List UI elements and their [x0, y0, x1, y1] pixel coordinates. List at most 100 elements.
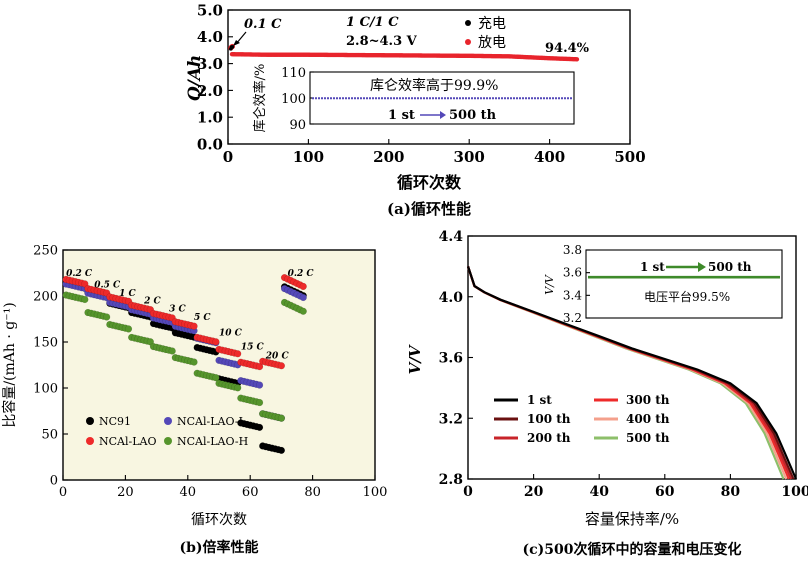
chart-b-point [299, 282, 307, 291]
chart-b-plot-area [63, 250, 375, 480]
chart-b-rate-label: 20 C [265, 352, 290, 362]
chart-a-series [228, 43, 580, 62]
chart-c-xtick-label: 40 [589, 484, 609, 500]
chart-c-legend: 1 st 300 th 100 th 400 th 200 th 500 th [494, 393, 670, 445]
chart-b-xtick-label: 80 [304, 485, 321, 500]
chart-b-rate-label: 0.5 C [94, 281, 121, 291]
chart-b-caption: (b)倍率性能 [179, 539, 258, 556]
chart-a-xtick-label: 0 [223, 148, 233, 166]
legend-ncal-lao-label: NCAl-LAO [99, 435, 157, 448]
legend-ncal-lao-marker [86, 437, 94, 445]
chart-b-ytick-label: 250 [33, 244, 58, 259]
chart-b-x-label: 循环次数 [191, 512, 247, 528]
chart-b-point [190, 322, 198, 330]
chart-b-point [212, 374, 220, 382]
chart-b-point [168, 347, 176, 355]
chart-a-inset-y-ticks: 90 100 110 [281, 66, 314, 133]
chart-c-inset-y-label: V/V [543, 274, 556, 295]
chart-a-inset-arrowhead-icon [440, 111, 446, 119]
chart-c-x-ticks: 0 20 40 60 80 100 [463, 474, 808, 500]
chart-a-voltage: 2.8~4.3 V [346, 34, 418, 49]
chart-b-rate-label: 10 C [219, 329, 243, 339]
chart-c-inset: 3.2 3.4 3.6 3.8 V/V 1 st 500 th 电压平台99.5% [543, 243, 783, 325]
chart-a-xtick-label: 100 [293, 148, 324, 166]
chart-c-y-ticks: 2.8 3.2 3.6 4.0 4.4 [439, 229, 473, 488]
legend-ncal-lao-h-marker [164, 437, 172, 445]
chart-b-xtick-label: 60 [242, 485, 259, 500]
chart-b-ytick-label: 200 [33, 290, 58, 305]
legend-discharge-marker [465, 39, 471, 45]
legend-ncal-lao-h-label: NCAl-LAO-H [177, 435, 248, 448]
chart-b-point [124, 325, 133, 333]
chart-b-point [277, 362, 286, 370]
chart-a-inset-y-label: 库仑效率/% [252, 64, 268, 133]
chart-b-point [255, 423, 264, 431]
chart-b-legend: NC91 NCAl-LAO-L NCAl-LAO NCAl-LAO-H [86, 415, 248, 448]
legend-discharge-label: 放电 [478, 35, 506, 51]
chart-c-inset-ytick-label: 3.4 [563, 288, 582, 302]
chart-c-inset-ytick-label: 3.2 [563, 311, 582, 325]
legend-ncal-lao-l-marker [164, 417, 172, 425]
chart-b-series [62, 274, 307, 454]
chart-b-point [234, 384, 242, 392]
chart-c-inset-note-end: 500 th [708, 260, 752, 274]
chart-a-rate: 1 C/1 C [346, 15, 399, 30]
chart-c-ytick-label: 4.0 [439, 290, 464, 306]
chart-b-rate-label: 3 C [169, 305, 186, 315]
chart-c-inset-arrowhead-icon [698, 262, 706, 272]
chart-c-inset-y-ticks: 3.2 3.4 3.6 3.8 [563, 243, 590, 325]
chart-b-rate-label: 2 C [143, 296, 161, 306]
chart-b-point [212, 338, 220, 346]
chart-a-arrowhead-icon [233, 40, 240, 46]
chart-a-x-label: 循环次数 [397, 173, 462, 192]
chart-c-xtick-label: 0 [463, 484, 473, 500]
chart-b-point [81, 295, 89, 304]
chart-b-rate-label: 15 C [241, 342, 265, 352]
chart-a-ytick-label: 3.0 [197, 55, 223, 73]
chart-a-inset-note-start: 1 st [388, 108, 415, 123]
chart-a-rate-first: 0.1 C [244, 17, 282, 32]
chart-a-ytick-label: 4.0 [197, 28, 223, 46]
chart-a-x-ticks: 0 100 200 300 400 500 [223, 139, 646, 166]
legend-500th-label: 500 th [626, 431, 670, 445]
legend-charge-label: 充电 [478, 16, 506, 32]
chart-a-inset: 90 100 110 库仑效率/% 库仑效率高于99.9% 1 st 500 th [252, 64, 575, 133]
chart-c-ytick-label: 4.4 [439, 229, 464, 245]
chart-b-point [255, 363, 264, 371]
chart-a-charge-point [230, 45, 235, 49]
chart-a-inset-ytick-label: 90 [289, 118, 306, 133]
chart-b-rate-label: 5 C [194, 313, 211, 323]
chart-b-y-ticks: 0 50 100 150 200 250 [33, 244, 68, 489]
chart-a-retention: 94.4% [545, 41, 590, 56]
chart-b-point [299, 293, 307, 302]
chart-b-xtick-label: 20 [117, 485, 134, 500]
chart-a-ytick-label: 1.0 [197, 109, 223, 127]
chart-a-ytick-label: 2.0 [197, 82, 223, 100]
chart-a-inset-ytick-label: 100 [281, 92, 306, 107]
chart-b-rate-label: 0.2 C [288, 269, 315, 279]
chart-b-xtick-label: 40 [180, 485, 197, 500]
chart-c-inset-ytick-label: 3.8 [563, 243, 582, 257]
legend-charge-marker [465, 20, 471, 26]
chart-c-xtick-label: 60 [655, 484, 675, 500]
chart-b-point [299, 307, 307, 315]
chart-c-series [466, 266, 798, 480]
chart-b-xtick-label: 0 [59, 485, 67, 500]
chart-c-y-label: V/V [406, 344, 424, 374]
chart-b-ytick-label: 150 [33, 336, 58, 351]
chart-a-discharge-point [574, 57, 580, 62]
chart-a-caption: (a)循环性能 [387, 200, 471, 218]
legend-400th-label: 400 th [626, 412, 670, 426]
chart-c-inset-frame [585, 249, 783, 319]
chart-a-xtick-label: 500 [614, 148, 645, 166]
chart-b-point [190, 358, 198, 366]
chart-c-inset-ytick-label: 3.6 [563, 266, 582, 280]
legend-nc91-label: NC91 [99, 415, 131, 428]
chart-b-point [277, 414, 286, 422]
chart-c-inset-text: 电压平台99.5% [644, 289, 730, 304]
chart-b-ytick-label: 0 [50, 474, 58, 489]
chart-a-inset-note-end: 500 th [449, 108, 497, 123]
chart-c-ytick-label: 2.8 [439, 472, 463, 488]
chart-b-rate-label: 1 C [119, 289, 136, 299]
